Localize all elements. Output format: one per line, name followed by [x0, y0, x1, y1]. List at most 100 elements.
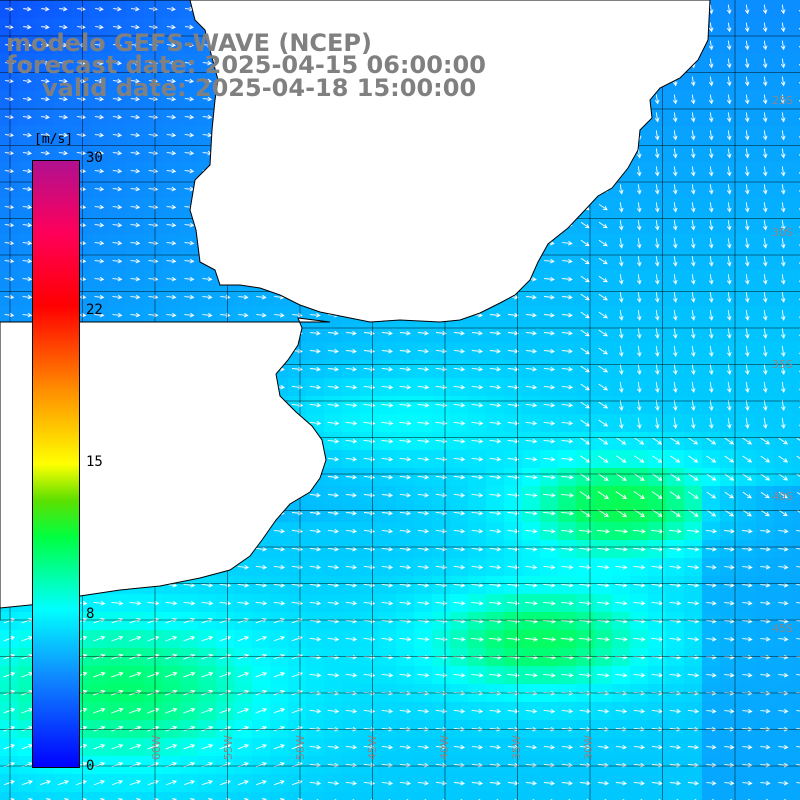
- wind-arrow: [780, 238, 786, 249]
- wind-arrow: [762, 40, 768, 51]
- wind-arrow: [598, 455, 609, 463]
- wind-arrow: [453, 780, 466, 786]
- wind-arrow: [597, 744, 610, 750]
- wind-arrow: [201, 744, 214, 750]
- wind-arrow: [543, 348, 556, 354]
- wind-arrow: [399, 690, 412, 696]
- wind-arrow: [130, 114, 141, 120]
- wind-arrow: [796, 455, 800, 459]
- wind-arrow: [399, 672, 412, 678]
- wind-arrow: [780, 22, 786, 33]
- wind-arrow: [130, 312, 141, 318]
- wind-arrow: [399, 348, 412, 354]
- wind-arrow: [655, 417, 660, 430]
- wind-arrow: [399, 600, 412, 606]
- wind-arrow: [672, 130, 678, 141]
- wind-cell: [324, 792, 343, 800]
- wind-arrow: [95, 42, 104, 48]
- wind-arrow: [762, 58, 768, 69]
- wind-arrow: [561, 474, 574, 480]
- wind-arrow: [598, 311, 608, 319]
- wind-cell: [792, 306, 800, 325]
- wind-arrow: [4, 204, 15, 210]
- wind-arrow: [507, 420, 520, 426]
- wind-arrow: [506, 618, 520, 624]
- wind-arrow: [328, 330, 339, 336]
- wind-arrow: [543, 564, 556, 570]
- wind-arrow: [291, 384, 304, 390]
- wind-arrow: [471, 348, 484, 354]
- wind-arrow: [579, 762, 592, 768]
- wind-arrow: [780, 399, 786, 411]
- wind-cell: [792, 450, 800, 469]
- wind-arrow: [724, 455, 735, 463]
- wind-arrow: [760, 473, 771, 481]
- colorbar-tick-15: 15: [86, 454, 103, 470]
- wind-arrow: [578, 618, 592, 624]
- wind-arrow: [22, 240, 33, 246]
- wind-arrow: [345, 636, 358, 642]
- wind-arrow: [435, 384, 448, 390]
- lon-label: 60W: [150, 735, 163, 760]
- wind-arrow: [310, 312, 321, 318]
- wind-arrow: [327, 546, 340, 552]
- wind-arrow: [184, 312, 195, 318]
- wind-arrow: [636, 345, 642, 357]
- wind-arrow: [130, 42, 140, 48]
- wind-arrow: [616, 455, 627, 463]
- wind-arrow: [202, 276, 213, 282]
- wind-arrow: [183, 689, 196, 696]
- wind-arrow: [489, 510, 502, 516]
- wind-arrow: [327, 672, 340, 678]
- wind-arrow: [619, 417, 624, 430]
- wind-arrow: [525, 330, 537, 336]
- wind-arrow: [580, 401, 591, 409]
- wind-arrow: [669, 473, 681, 481]
- wind-arrow: [669, 762, 682, 768]
- wind-arrow: [780, 309, 786, 321]
- wind-arrow: [111, 707, 124, 714]
- wind-arrow: [579, 582, 592, 588]
- wind-arrow: [219, 744, 232, 750]
- wind-arrow: [471, 726, 484, 732]
- wind-arrow: [471, 654, 484, 660]
- wind-arrow: [489, 600, 502, 606]
- wind-arrow: [165, 762, 178, 768]
- wind-arrow: [672, 184, 678, 195]
- wind-arrow: [327, 618, 340, 624]
- wind-arrow: [112, 258, 123, 264]
- wind-arrow: [309, 546, 322, 552]
- wind-arrow: [201, 600, 214, 606]
- wind-arrow: [618, 256, 624, 267]
- wind-arrow: [489, 528, 502, 534]
- wind-arrow: [724, 437, 735, 445]
- wind-arrow: [544, 294, 555, 300]
- wind-arrow: [59, 6, 68, 12]
- wind-arrow: [688, 455, 699, 463]
- wind-cell: [468, 792, 487, 800]
- wind-arrow: [453, 582, 466, 588]
- wind-arrow: [778, 491, 788, 499]
- wind-arrow: [690, 309, 696, 321]
- wind-arrow: [381, 690, 394, 696]
- wind-arrow: [597, 726, 610, 732]
- wind-arrow: [399, 618, 412, 624]
- wind-arrow: [435, 726, 448, 732]
- wind-arrow: [363, 348, 375, 354]
- wind-arrow: [219, 762, 232, 768]
- wind-arrow: [22, 114, 32, 120]
- wind-arrow: [796, 728, 800, 730]
- wind-arrow: [148, 240, 159, 246]
- wind-arrow: [726, 417, 732, 430]
- wind-arrow: [59, 42, 68, 48]
- wind-arrow: [471, 618, 484, 624]
- wind-arrow: [111, 725, 124, 732]
- wind-arrow: [672, 238, 678, 249]
- wind-cell: [792, 540, 800, 559]
- wind-arrow: [669, 780, 682, 786]
- wind-arrow: [543, 402, 556, 408]
- wind-arrow: [273, 708, 286, 714]
- wind-arrow: [4, 258, 15, 264]
- wind-arrow: [183, 582, 196, 588]
- wind-arrow: [41, 78, 50, 84]
